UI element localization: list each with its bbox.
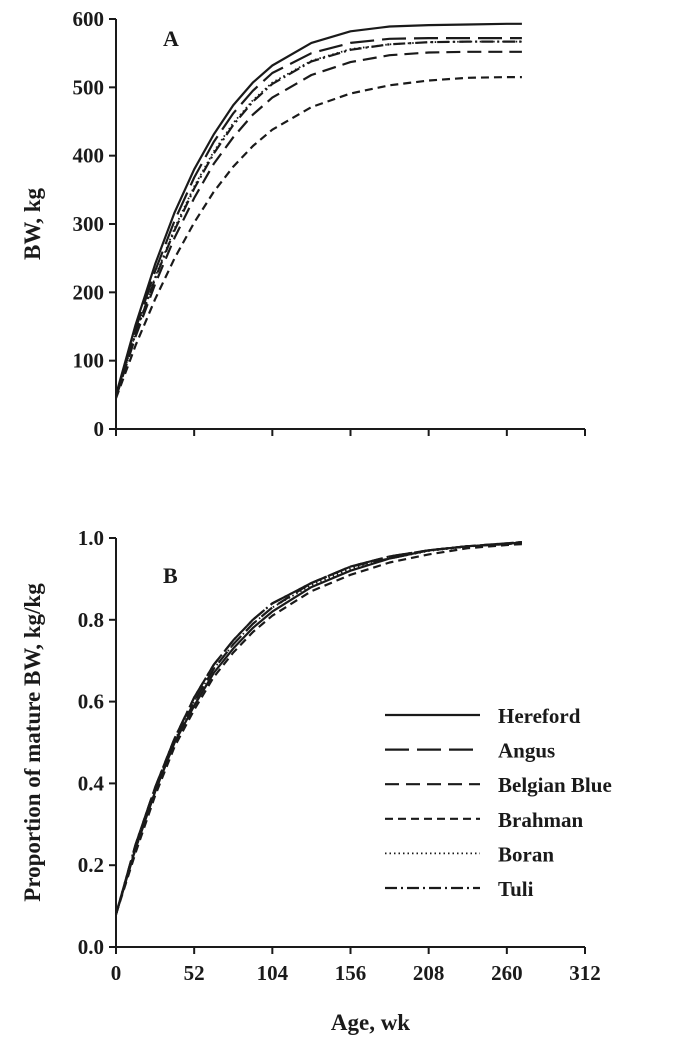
legend-label: Boran xyxy=(498,842,554,866)
y-tick-label: 400 xyxy=(73,144,105,168)
series-line-boran xyxy=(115,542,522,915)
x-tick-label: 0 xyxy=(111,961,122,985)
x-tick-label: 104 xyxy=(257,961,289,985)
y-tick-label: 1.0 xyxy=(78,526,104,550)
y-tick-label: 600 xyxy=(73,7,105,31)
x-tick-label: 260 xyxy=(491,961,523,985)
series-line-hereford xyxy=(114,541,523,915)
y-tick-label: 500 xyxy=(73,75,105,99)
series-line-hereford xyxy=(114,22,522,396)
y-axis-label: BW, kg xyxy=(20,187,45,260)
series-line-tuli xyxy=(114,40,522,398)
series-line-angus xyxy=(114,36,522,397)
x-tick-label: 208 xyxy=(413,961,445,985)
y-tick-label: 0.4 xyxy=(78,771,105,795)
legend-label: Hereford xyxy=(498,704,581,728)
series-line-brahman xyxy=(114,75,522,399)
y-tick-label: 100 xyxy=(73,349,105,373)
series-line-belgian-blue xyxy=(114,50,522,398)
legend-label: Tuli xyxy=(498,877,534,901)
legend-label: Angus xyxy=(498,739,555,763)
series-line-angus xyxy=(114,541,522,915)
series-line-boran xyxy=(115,40,522,398)
panel-a: 0 100 200 300 400 500 600 BW, kg A xyxy=(20,7,586,441)
y-tick-label: 0.2 xyxy=(78,853,104,877)
x-tick-label: 312 xyxy=(569,961,601,985)
x-axis-label: Age, wk xyxy=(331,1010,410,1035)
panel-label: A xyxy=(163,26,179,51)
series-line-brahman xyxy=(114,543,522,915)
y-tick-label: 0.0 xyxy=(78,935,104,959)
y-tick-label: 0.6 xyxy=(78,690,104,714)
y-tick-label: 0 xyxy=(94,417,105,441)
series-line-tuli xyxy=(114,541,522,915)
legend-label: Belgian Blue xyxy=(498,773,612,797)
legend-label: Brahman xyxy=(498,808,584,832)
x-tick-label: 156 xyxy=(335,961,367,985)
y-tick-label: 300 xyxy=(73,212,105,236)
series-line-belgian-blue xyxy=(114,541,522,915)
y-tick-label: 200 xyxy=(73,280,105,304)
legend: Hereford Angus Belgian Blue Brahman Boran Tul… xyxy=(385,704,612,901)
panel-label: B xyxy=(163,563,178,588)
y-axis-label: Proportion of mature BW, kg/kg xyxy=(20,583,45,902)
y-tick-label: 0.8 xyxy=(78,608,104,632)
panel-b: 0.0 0.2 0.4 0.6 0.8 1.0 0 52 104 156 208 260 312 Prop… xyxy=(20,526,612,1035)
x-tick-label: 52 xyxy=(184,961,205,985)
